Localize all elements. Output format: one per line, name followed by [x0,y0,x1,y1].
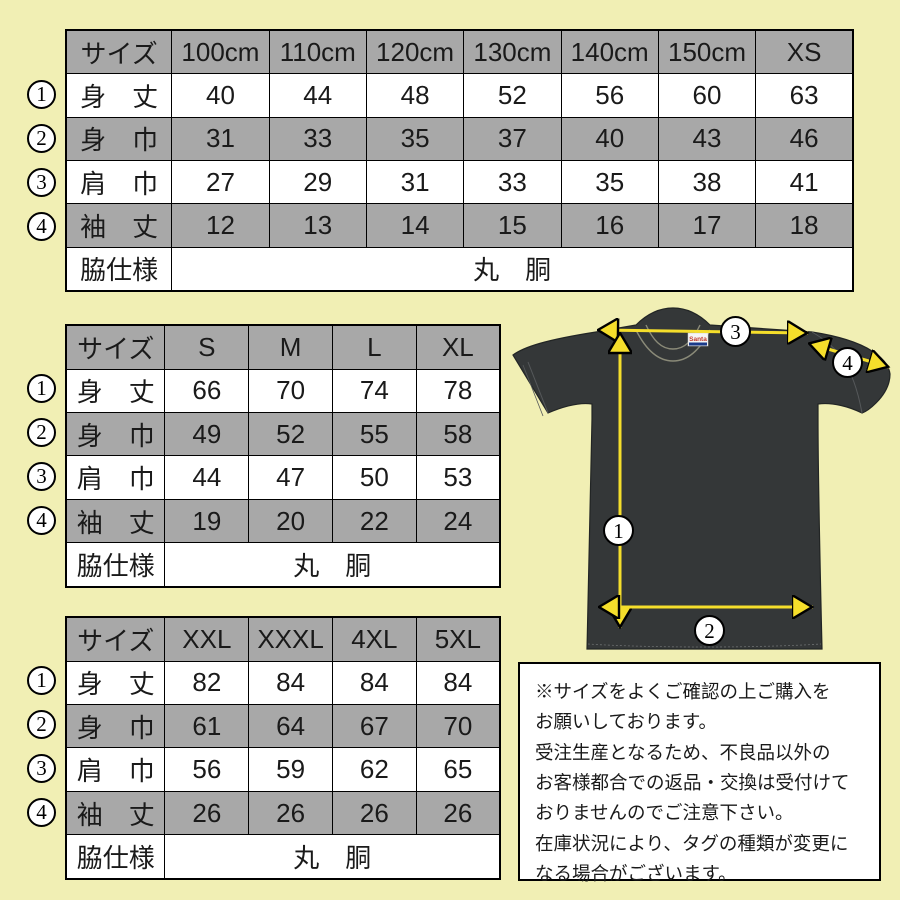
svg-text:Santa: Santa [689,336,707,343]
